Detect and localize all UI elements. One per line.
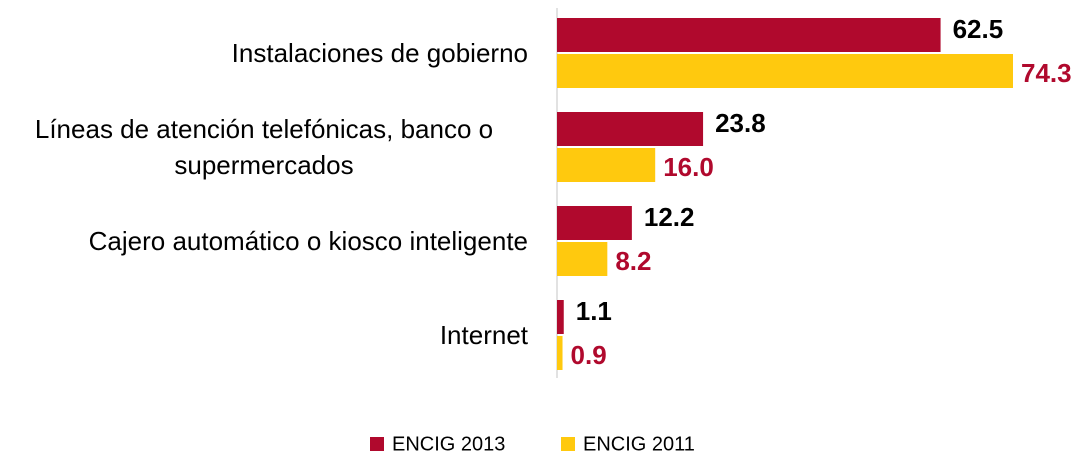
- category-label: Líneas de atención telefónicas, banco o …: [34, 114, 494, 180]
- bar: [557, 242, 608, 276]
- value-label: 8.2: [615, 246, 651, 276]
- bar: [557, 18, 941, 52]
- value-label: 74.3: [1021, 58, 1072, 88]
- bar: [557, 300, 564, 334]
- category-label: Cajero automático o kiosco inteligente: [88, 226, 528, 256]
- bar: [557, 54, 1013, 88]
- value-label: 62.5: [953, 14, 1004, 44]
- category-label: Instalaciones de gobierno: [231, 38, 528, 68]
- value-label: 12.2: [644, 202, 695, 232]
- bar: [557, 112, 704, 146]
- value-label: 1.1: [576, 296, 612, 326]
- bar: [557, 148, 656, 182]
- legend-swatch: [370, 437, 384, 451]
- value-label: 0.9: [571, 340, 607, 370]
- bar: [557, 206, 632, 240]
- legend-label: ENCIG 2011: [583, 433, 695, 455]
- value-label: 23.8: [715, 108, 766, 138]
- legend-swatch: [561, 437, 575, 451]
- value-label: 16.0: [663, 152, 714, 182]
- legend-label: ENCIG 2013: [392, 433, 505, 455]
- category-label: Internet: [439, 320, 528, 350]
- bar: [557, 336, 563, 370]
